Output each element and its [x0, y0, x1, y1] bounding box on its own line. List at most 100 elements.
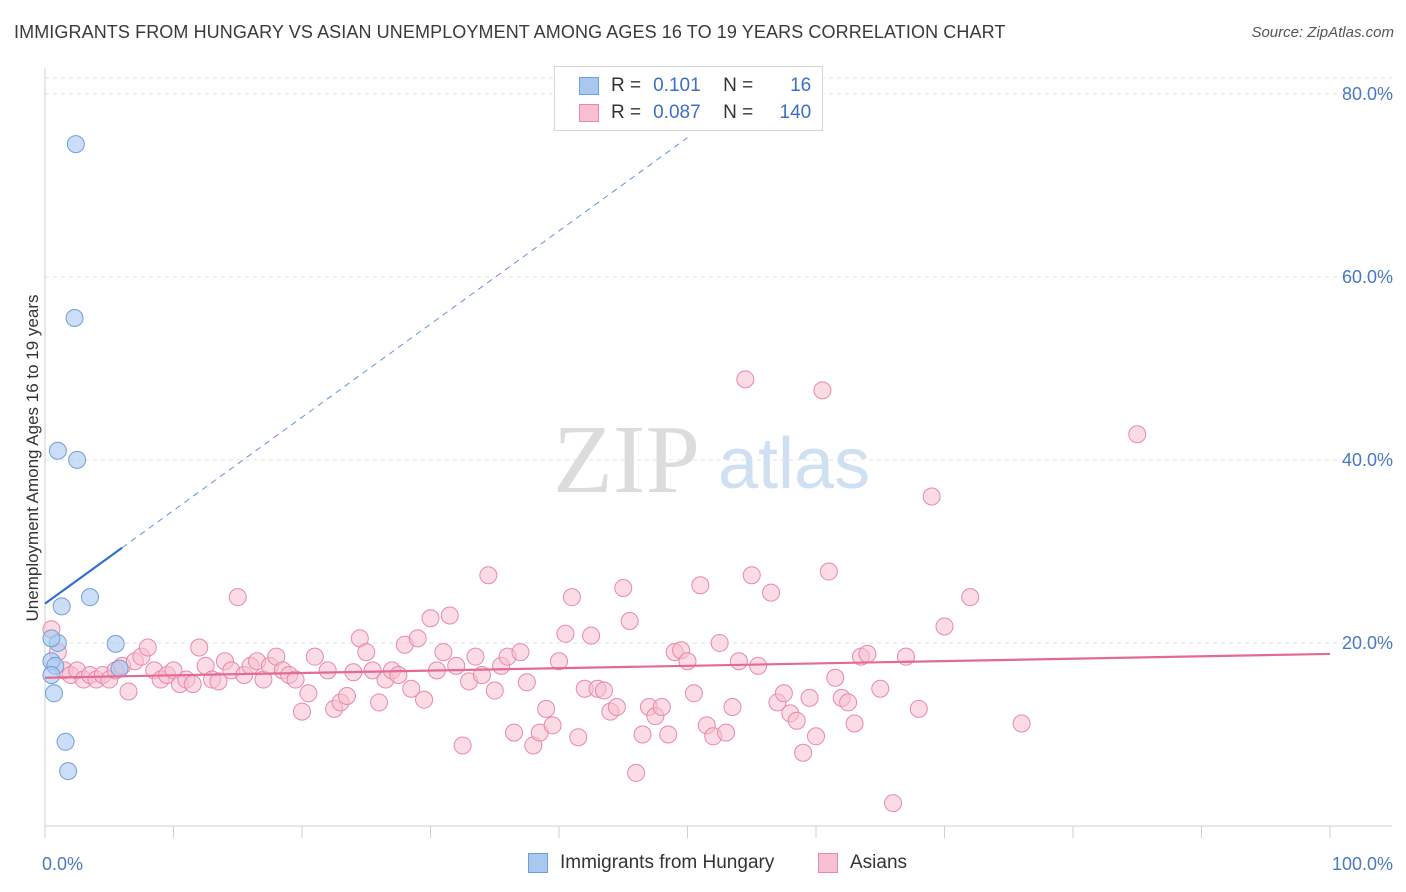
x-tick-label-min: 0.0%: [42, 854, 83, 874]
asians-point: [845, 714, 864, 733]
hungary-point: [65, 309, 84, 328]
y-tick-label: 60.0%: [1342, 267, 1393, 287]
asians-point: [787, 711, 806, 730]
hungary-point: [44, 684, 63, 703]
asians-point: [1012, 714, 1031, 733]
watermark: ZIP atlas: [553, 406, 870, 514]
asians-point: [1128, 425, 1147, 444]
hungary-point: [110, 659, 129, 678]
asians-point: [305, 647, 324, 666]
hungary-point: [48, 441, 67, 460]
axes: [44, 68, 1392, 838]
series-label-hungary: Immigrants from Hungary: [560, 852, 775, 873]
asians-point: [819, 562, 838, 581]
asians-points: [42, 370, 1147, 813]
asians-point: [408, 629, 427, 648]
asians-point: [228, 588, 247, 607]
hungary-point: [56, 732, 75, 751]
y-tick-labels: 20.0% 40.0% 60.0% 80.0%: [1342, 84, 1393, 653]
hungary-point: [42, 629, 61, 648]
asians-point: [453, 736, 472, 755]
series-legend-asians: Asians: [818, 852, 907, 874]
hungary-trend-line: [44, 546, 123, 605]
asians-point: [485, 681, 504, 700]
legend-n-label: N =: [723, 102, 754, 123]
asians-point: [594, 681, 613, 700]
asians-point: [505, 723, 524, 742]
legend-n-value: 140: [779, 102, 812, 123]
asians-point: [337, 687, 356, 706]
hungary-point: [68, 450, 87, 469]
hungary-points: [42, 135, 129, 781]
asians-point: [434, 643, 453, 662]
legend-swatch-hungary: [579, 77, 599, 95]
asians-point: [293, 702, 311, 721]
asians-point: [556, 624, 575, 643]
source-label: Source: ZipAtlas.com: [1251, 24, 1394, 41]
legend-n-label: N =: [723, 75, 754, 96]
legend-swatch-asians: [579, 104, 599, 122]
hungary-point: [80, 588, 99, 607]
asians-point: [961, 588, 980, 607]
asians-point: [813, 381, 832, 400]
asians-point: [620, 611, 639, 630]
hungary-point: [59, 762, 78, 781]
asians-point: [884, 794, 903, 813]
asians-point: [138, 638, 157, 657]
y-tick-label: 20.0%: [1342, 633, 1393, 653]
x-tick-labels: 0.0% 100.0%: [42, 854, 1393, 874]
asians-point: [858, 644, 877, 663]
asians-point: [633, 725, 652, 744]
correlation-legend: R = 0.101 N = 16 R = 0.087 N = 140: [554, 66, 823, 131]
asians-point: [807, 727, 825, 746]
y-axis-label: Unemployment Among Ages 16 to 19 years: [23, 295, 42, 622]
series-label-asians: Asians: [850, 852, 908, 873]
asians-point: [742, 566, 761, 585]
asians-point: [710, 633, 729, 652]
asians-point: [871, 679, 890, 698]
asians-point: [935, 617, 954, 636]
series-swatch-hungary: [528, 853, 548, 873]
asians-point: [659, 725, 678, 744]
hungary-point: [42, 665, 61, 684]
asians-point: [286, 670, 305, 689]
hungary-point: [52, 597, 71, 616]
legend-r-label: R =: [611, 75, 642, 96]
asians-point: [190, 638, 209, 657]
legend-r-label: R =: [611, 102, 642, 123]
asians-point: [543, 716, 562, 735]
asians-point: [466, 647, 485, 666]
asians-point: [723, 698, 742, 717]
asians-point: [826, 668, 845, 687]
asians-point: [717, 723, 736, 742]
asians-point: [691, 576, 710, 595]
asians-point: [582, 626, 601, 645]
asians-point: [729, 652, 748, 671]
asians-point: [119, 682, 138, 701]
asians-point: [614, 579, 633, 598]
trend-lines: [44, 137, 1331, 679]
asians-point: [511, 643, 530, 662]
asians-point: [607, 698, 626, 717]
x-tick-label-max: 100.0%: [1332, 854, 1393, 874]
asians-point: [447, 656, 466, 675]
asians-point: [440, 606, 459, 625]
asians-point: [684, 684, 703, 703]
hungary-point: [66, 135, 85, 154]
asians-point: [415, 690, 434, 709]
asians-point: [678, 652, 697, 671]
asians-point: [749, 656, 768, 675]
watermark-zip: ZIP: [553, 406, 700, 514]
asians-point: [627, 763, 646, 782]
asians-point: [209, 672, 228, 691]
legend-row-asians: R = 0.087 N = 140: [579, 100, 811, 126]
asians-point: [389, 665, 408, 684]
legend-n-value: 16: [790, 75, 812, 96]
asians-point: [183, 675, 202, 694]
asians-point: [517, 673, 536, 692]
asians-point: [421, 609, 440, 628]
watermark-atlas: atlas: [718, 424, 870, 504]
legend-row-hungary: R = 0.101 N = 16: [579, 73, 811, 99]
series-legend: Immigrants from Hungary Asians: [0, 852, 1406, 878]
